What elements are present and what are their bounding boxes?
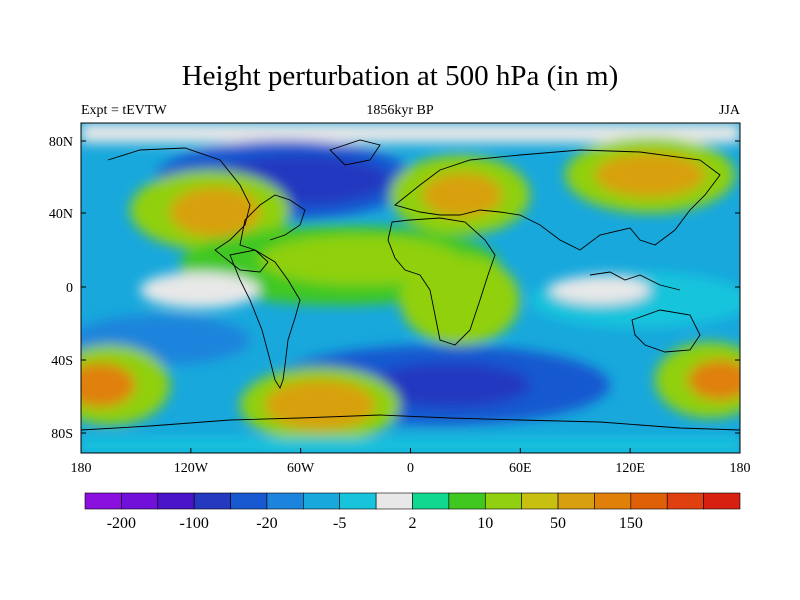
colorbar-swatch — [375, 492, 413, 510]
colorbar-swatch — [630, 492, 668, 510]
colorbar-swatch — [121, 492, 159, 510]
colorbar-label: 10 — [477, 515, 493, 532]
colorbar-swatch — [666, 492, 704, 510]
lat-tick-label: 0 — [66, 281, 73, 296]
period-label: 1856kyr BP — [366, 103, 434, 118]
lat-tick-label: 80S — [51, 427, 73, 442]
lon-tick-label: 180 — [730, 461, 751, 476]
height-field — [81, 123, 740, 453]
colorbar-swatch — [303, 492, 341, 510]
colorbar-label: -20 — [256, 515, 277, 532]
lon-tick-label: 120E — [615, 461, 645, 476]
lon-tick-label: 60E — [509, 461, 532, 476]
lon-tick-label: 60W — [287, 461, 315, 476]
lat-tick-label: 80N — [49, 135, 73, 150]
colorbar-swatch — [594, 492, 632, 510]
lon-tick-label: 120W — [174, 461, 209, 476]
colorbar-swatch — [412, 492, 450, 510]
colorbar-swatch — [557, 492, 595, 510]
colorbar-label: 2 — [409, 515, 417, 532]
lat-tick-label: 40N — [49, 207, 73, 222]
colorbar-swatch — [230, 492, 268, 510]
lon-tick-label: 180 — [71, 461, 92, 476]
colorbar-label: -5 — [333, 515, 346, 532]
map-title: Height perturbation at 500 hPa (in m) — [181, 60, 619, 92]
coastlines — [81, 139, 740, 431]
colorbar-swatch — [157, 492, 195, 510]
lon-tick-label: 0 — [407, 461, 414, 476]
colorbar-swatch — [484, 492, 522, 510]
latitude-axis: 80N 40N 0 40S 80S — [49, 135, 740, 442]
colorbar-label: -100 — [180, 515, 209, 532]
colorbar-swatch — [703, 492, 741, 510]
colorbar-swatch — [266, 492, 304, 510]
colorbar-label: 150 — [619, 515, 643, 532]
colorbar-swatch — [339, 492, 377, 510]
longitude-axis: 180 120W 60W 0 60E 120E 180 — [71, 448, 751, 476]
colorbar: -200 -100 -20 -5 2 10 50 150 — [84, 492, 741, 532]
colorbar-swatch — [521, 492, 559, 510]
colorbar-swatch — [448, 492, 486, 510]
colorbar-swatch — [84, 492, 122, 510]
colorbar-label: -200 — [107, 515, 136, 532]
season-label: JJA — [718, 103, 740, 118]
lat-tick-label: 40S — [51, 354, 73, 369]
colorbar-label: 50 — [550, 515, 566, 532]
experiment-label: Expt = tEVTW — [81, 103, 167, 118]
colorbar-swatch — [193, 492, 231, 510]
